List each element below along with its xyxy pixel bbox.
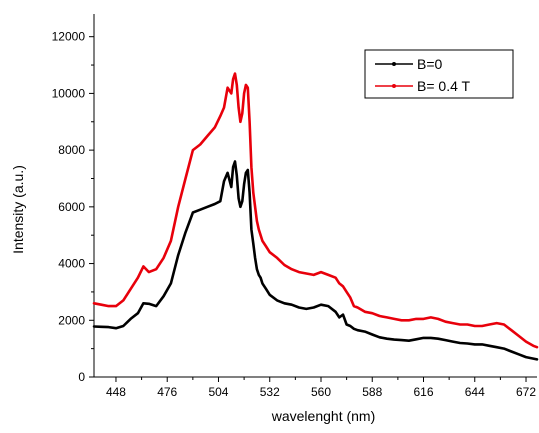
legend-label: B=0 [417,56,443,72]
y-tick-label: 10000 [52,86,86,100]
x-tick-label: 448 [106,385,126,399]
x-tick-label: 616 [413,385,433,399]
series-layer [92,72,539,361]
y-tick-label: 12000 [52,30,86,44]
y-tick-label: 8000 [58,143,85,157]
legend-box [364,49,514,99]
y-tick-label: 4000 [58,257,85,271]
legend-marker [392,62,396,66]
legend-items: B=0 B= 0.4 T [375,56,471,94]
y-tick-label: 2000 [58,313,85,327]
x-tick-label: 504 [208,385,228,399]
x-tick-label: 644 [465,385,485,399]
x-tick-label: 588 [362,385,382,399]
legend: B=0 B= 0.4 T [364,49,514,99]
y-axis: 0 2000 4000 6000 8000 10000 12000 Intensity (a… [10,14,95,384]
x-tick-label: 672 [516,385,536,399]
x-tick-label: 476 [157,385,177,399]
x-tick-label: 560 [311,385,331,399]
x-tick-label: 532 [260,385,280,399]
x-axis: 448 476 504 532 560 588 616 644 672 wavelenght (… [94,376,537,424]
x-axis-title: wavelenght (nm) [271,408,376,424]
y-tick-label: 6000 [58,200,85,214]
x-ticks: 448 476 504 532 560 588 616 644 672 [106,377,536,399]
series-line [92,72,539,349]
legend-label: B= 0.4 T [417,78,471,94]
y-tick-label: 0 [78,370,85,384]
series-line [92,160,539,361]
y-ticks: 0 2000 4000 6000 8000 10000 12000 [52,30,94,384]
legend-marker [392,84,396,88]
y-axis-title: Intensity (a.u.) [10,165,26,254]
